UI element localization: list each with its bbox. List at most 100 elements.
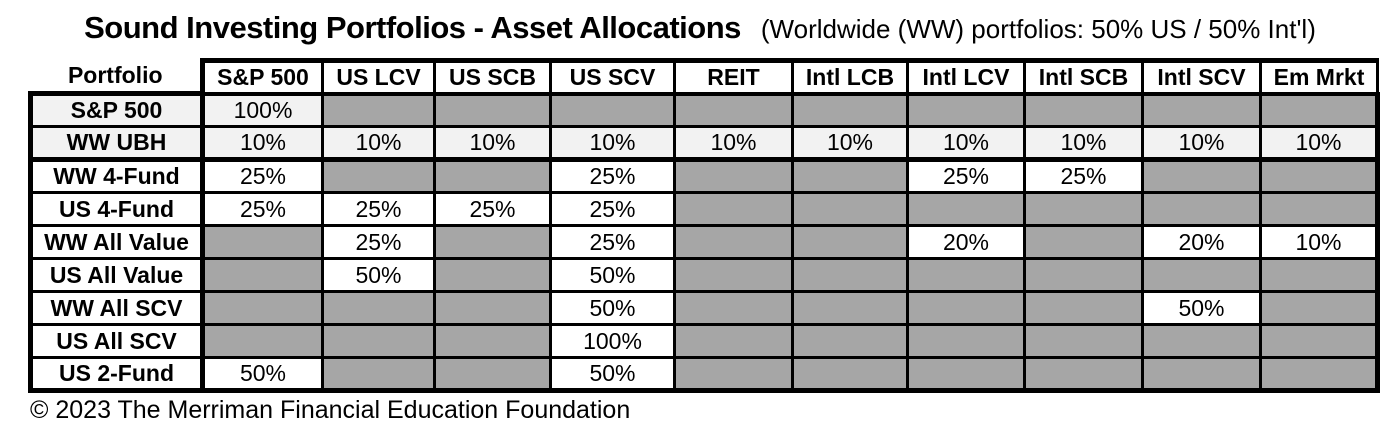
- allocation-cell-ww-all-value-intl-scv: 20%: [1141, 224, 1262, 260]
- row-header-ww-all-value: WW All Value: [28, 224, 205, 260]
- asset-allocation-table: Portfolio S&P 500 US LCV US SCB US SCV REIT In…: [28, 58, 1380, 393]
- row-header-us-all-scv: US All SCV: [28, 323, 205, 359]
- allocation-cell-us-all-scv-intl-scv: [1141, 323, 1262, 359]
- allocation-cell-us-all-scv-reit: [673, 323, 794, 359]
- column-header-portfolio: Portfolio: [30, 60, 205, 96]
- allocation-cell-s-p-500-s-p-500: 100%: [201, 92, 324, 128]
- allocation-cell-ww-all-value-intl-lcv: 20%: [906, 224, 1026, 260]
- allocation-cell-ww-all-scv-intl-scv: 50%: [1141, 290, 1262, 326]
- title-row: Sound Investing Portfolios - Asset Alloc…: [0, 10, 1400, 46]
- allocation-cell-ww-all-scv-em-mrkt: [1259, 290, 1380, 326]
- column-header-us-scv: US SCV: [549, 58, 676, 96]
- allocation-cell-ww-all-value-us-scb: [433, 224, 552, 260]
- column-header-s-p-500: S&P 500: [201, 58, 324, 96]
- allocation-cell-ww-4-fund-intl-scv: [1141, 158, 1262, 194]
- allocation-cell-us-2-fund-intl-scb: [1023, 356, 1144, 393]
- allocation-cell-us-all-scv-em-mrkt: [1259, 323, 1380, 359]
- allocation-cell-s-p-500-us-scv: [549, 92, 676, 128]
- allocation-cell-ww-all-value-s-p-500: [201, 224, 324, 260]
- row-header-ww-all-scv: WW All SCV: [28, 290, 205, 326]
- allocation-cell-s-p-500-em-mrkt: [1259, 92, 1380, 128]
- allocation-cell-ww-4-fund-s-p-500: 25%: [201, 158, 324, 194]
- allocation-cell-s-p-500-reit: [673, 92, 794, 128]
- header-row: Portfolio S&P 500 US LCV US SCB US SCV REIT In…: [30, 58, 1379, 96]
- column-header-intl-scv: Intl SCV: [1141, 58, 1262, 96]
- allocation-cell-us-all-value-intl-lcb: [791, 257, 909, 293]
- column-header-reit: REIT: [673, 58, 794, 96]
- allocation-cell-ww-4-fund-us-lcv: [321, 158, 436, 194]
- allocation-cell-s-p-500-intl-scb: [1023, 92, 1144, 128]
- allocation-cell-ww-ubh-us-scb: 10%: [433, 125, 552, 162]
- allocation-cell-ww-4-fund-intl-lcb: [791, 158, 909, 194]
- allocation-cell-ww-ubh-intl-scv: 10%: [1141, 125, 1262, 162]
- allocation-cell-s-p-500-us-scb: [433, 92, 552, 128]
- allocation-cell-us-all-value-us-scb: [433, 257, 552, 293]
- allocation-cell-ww-ubh-us-scv: 10%: [549, 125, 676, 162]
- allocation-cell-us-4-fund-s-p-500: 25%: [201, 191, 324, 227]
- portfolio-row-us-4-fund: US 4-Fund 25% 25% 25% 25%: [28, 191, 1380, 227]
- allocation-cell-us-all-value-intl-lcv: [906, 257, 1026, 293]
- allocation-cell-ww-ubh-us-lcv: 10%: [321, 125, 436, 162]
- allocation-cell-ww-ubh-intl-lcv: 10%: [906, 125, 1026, 162]
- allocation-cell-ww-all-scv-intl-lcv: [906, 290, 1026, 326]
- allocation-cell-us-all-value-reit: [673, 257, 794, 293]
- allocation-cell-us-2-fund-intl-lcb: [791, 356, 909, 393]
- row-header-ww-ubh: WW UBH: [28, 125, 205, 162]
- allocation-cell-us-4-fund-intl-lcb: [791, 191, 909, 227]
- allocation-cell-us-all-value-s-p-500: [201, 257, 324, 293]
- allocation-cell-ww-4-fund-em-mrkt: [1259, 158, 1380, 194]
- allocation-cell-ww-4-fund-intl-scb: 25%: [1023, 158, 1144, 194]
- allocation-cell-ww-all-value-reit: [673, 224, 794, 260]
- allocation-cell-ww-all-scv-us-scb: [433, 290, 552, 326]
- allocation-cell-us-all-scv-s-p-500: [201, 323, 324, 359]
- allocation-cell-ww-ubh-reit: 10%: [673, 125, 794, 162]
- allocation-cell-us-all-value-intl-scb: [1023, 257, 1144, 293]
- portfolio-row-us-all-value: US All Value 50% 50%: [28, 257, 1380, 293]
- allocation-cell-ww-4-fund-intl-lcv: 25%: [906, 158, 1026, 194]
- allocation-cell-s-p-500-intl-scv: [1141, 92, 1262, 128]
- allocation-cell-us-2-fund-us-lcv: [321, 356, 436, 393]
- page-title: Sound Investing Portfolios - Asset Alloc…: [84, 10, 741, 45]
- allocation-cell-ww-all-value-intl-lcb: [791, 224, 909, 260]
- allocation-cell-us-4-fund-us-lcv: 25%: [321, 191, 436, 227]
- column-header-intl-lcb: Intl LCB: [791, 58, 909, 96]
- portfolio-row-s-p-500: S&P 500 100%: [28, 92, 1380, 128]
- allocation-cell-us-all-scv-us-scb: [433, 323, 552, 359]
- allocation-cell-us-4-fund-reit: [673, 191, 794, 227]
- allocation-cell-ww-4-fund-us-scb: [433, 158, 552, 194]
- row-header-us-4-fund: US 4-Fund: [28, 191, 205, 227]
- allocation-cell-s-p-500-intl-lcv: [906, 92, 1026, 128]
- allocation-cell-us-all-value-em-mrkt: [1259, 257, 1380, 293]
- allocation-cell-us-all-value-us-lcv: 50%: [321, 257, 436, 293]
- column-header-us-lcv: US LCV: [321, 58, 436, 96]
- allocation-cell-ww-all-scv-us-scv: 50%: [549, 290, 676, 326]
- allocation-cell-ww-all-scv-intl-lcb: [791, 290, 909, 326]
- column-header-intl-scb: Intl SCB: [1023, 58, 1144, 96]
- row-header-ww-4-fund: WW 4-Fund: [28, 158, 205, 194]
- column-header-us-scb: US SCB: [433, 58, 552, 96]
- allocation-cell-us-4-fund-intl-scb: [1023, 191, 1144, 227]
- allocation-cell-us-all-scv-intl-lcv: [906, 323, 1026, 359]
- allocation-cell-us-4-fund-us-scv: 25%: [549, 191, 676, 227]
- portfolio-row-ww-ubh: WW UBH 10% 10% 10% 10% 10% 10% 10% 10% 10% 10%: [28, 125, 1380, 162]
- table-body: S&P 500 100% WW UBH 10% 10% 10% 10% 10% 10% 10% 10…: [28, 92, 1380, 393]
- allocation-cell-us-4-fund-em-mrkt: [1259, 191, 1380, 227]
- allocation-cell-us-2-fund-us-scv: 50%: [549, 356, 676, 393]
- table-header: Portfolio S&P 500 US LCV US SCB US SCV REIT In…: [30, 58, 1379, 96]
- allocation-cell-us-all-scv-us-lcv: [321, 323, 436, 359]
- row-header-s-p-500: S&P 500: [28, 92, 205, 128]
- allocation-cell-ww-4-fund-reit: [673, 158, 794, 194]
- column-header-intl-lcv: Intl LCV: [906, 58, 1026, 96]
- allocation-cell-us-2-fund-em-mrkt: [1259, 356, 1380, 393]
- allocation-cell-ww-all-scv-s-p-500: [201, 290, 324, 326]
- allocation-cell-ww-ubh-intl-scb: 10%: [1023, 125, 1144, 162]
- allocation-cell-us-all-value-intl-scv: [1141, 257, 1262, 293]
- allocation-cell-us-all-scv-intl-scb: [1023, 323, 1144, 359]
- allocation-cell-ww-all-scv-reit: [673, 290, 794, 326]
- page-subtitle: (Worldwide (WW) portfolios: 50% US / 50%…: [760, 14, 1316, 44]
- portfolio-row-ww-all-value: WW All Value 25% 25% 20% 20% 10%: [28, 224, 1380, 260]
- portfolio-row-us-all-scv: US All SCV 100%: [28, 323, 1380, 359]
- allocation-cell-ww-ubh-intl-lcb: 10%: [791, 125, 909, 162]
- allocation-cell-ww-all-scv-us-lcv: [321, 290, 436, 326]
- row-header-us-all-value: US All Value: [28, 257, 205, 293]
